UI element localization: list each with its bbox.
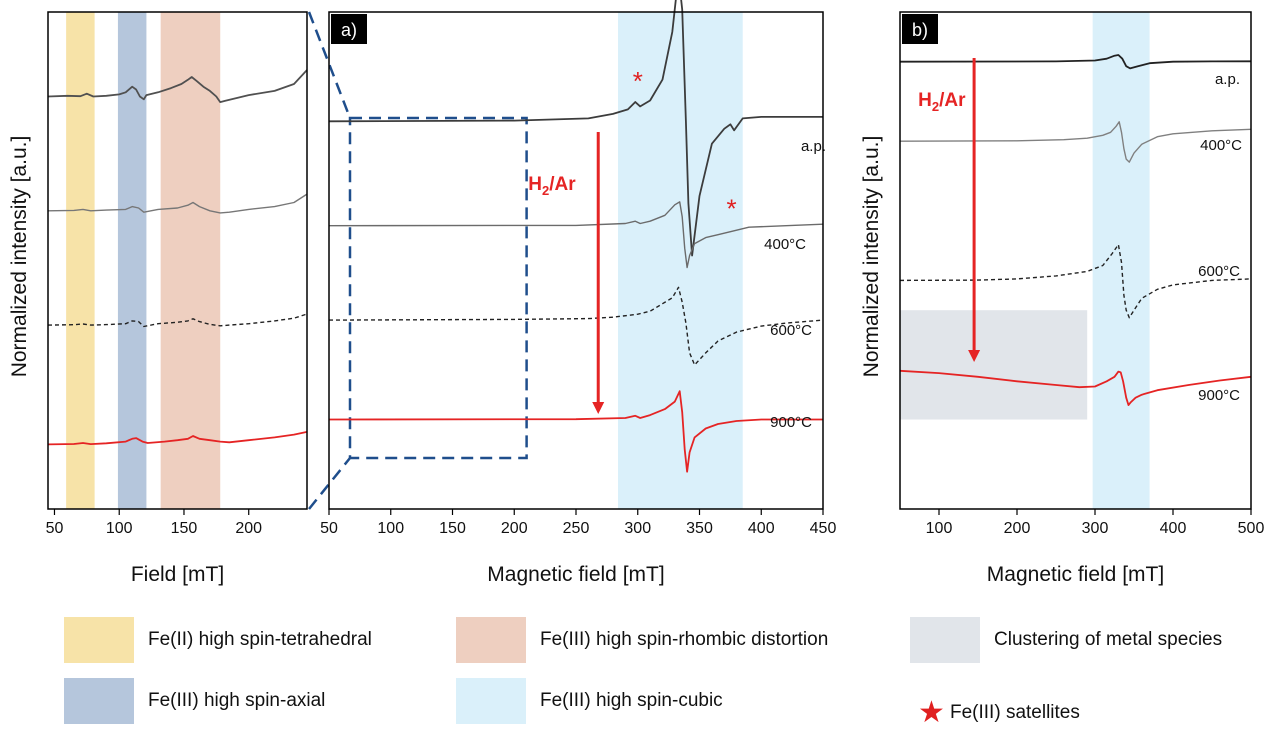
y-axis-label: Normalized intensity [a.u.] (8, 136, 31, 378)
series-line-400-c (328, 201, 824, 269)
series-line-600-c (47, 313, 308, 328)
x-tick-label: 100 (106, 520, 133, 537)
series-line-a-p (328, 0, 823, 257)
legend-label-satellites: Fe(III) satellites (950, 702, 1080, 723)
plot-frame (47, 11, 308, 510)
series-label-900-c: 900°C (770, 414, 812, 431)
x-tick-label: 300 (1082, 520, 1109, 537)
x-tick-label: 150 (171, 520, 198, 537)
x-axis-label: Field [mT] (131, 563, 224, 586)
series-label-400-c: 400°C (764, 236, 806, 253)
x-tick-label: 50 (46, 520, 64, 537)
legend-item-fe3-cubic: Fe(III) high spin-cubic (456, 678, 723, 724)
x-tick-label: 250 (563, 520, 590, 537)
x-tick-label: 150 (439, 520, 466, 537)
legend-swatch-clustering (910, 617, 980, 663)
x-tick-label: 200 (501, 520, 528, 537)
legend-label-fe3-axial: Fe(III) high spin-axial (148, 690, 326, 711)
series-line-900-c (328, 390, 823, 473)
panel-a: a.p. 400°C 600°C 900°C * * H2/Ar 50 100 150 200 250… (307, 0, 837, 586)
star-icon: ★ (918, 696, 945, 729)
x-tick-label: 500 (1238, 520, 1265, 537)
zoom-region-box (348, 116, 528, 460)
plot-frame (328, 11, 824, 510)
x-tick-label: 50 (320, 520, 338, 537)
chart-canvas: 50 100 150 200 Field [mT] Normalized intensit… (8, 0, 1265, 586)
reduction-label: H2/Ar (528, 174, 576, 198)
series-line-900-c (899, 369, 1252, 406)
panel-label: b) (912, 20, 928, 40)
series-line-400-c (899, 121, 1252, 163)
y-axis-label: Normalized intensity [a.u.] (860, 136, 883, 378)
legend-label-clustering: Clustering of metal species (994, 629, 1223, 650)
legend-swatch-fe3-rhombic (456, 617, 526, 663)
series-line-a-p (899, 54, 1252, 70)
series-label-a-p: a.p. (1215, 71, 1240, 88)
band-fe-iii-high-spin-axial (117, 12, 147, 509)
legend-item-satellites: ★ Fe(III) satellites (918, 696, 1080, 729)
panel-b: a.p. 400°C 600°C 900°C H2/Ar 100 200 300 400 500 M… (860, 11, 1265, 586)
series-line-600-c (328, 286, 824, 366)
plot-frame (899, 11, 1252, 510)
reduction-label: H2/Ar (918, 90, 966, 114)
series-line-900-c (47, 431, 308, 446)
panel-label-box (331, 14, 367, 44)
legend-label-fe3-rhombic: Fe(III) high spin-rhombic distortion (540, 629, 829, 650)
x-tick-label: 450 (810, 520, 837, 537)
zoom-connector-bottom (308, 457, 351, 510)
reduction-arrowhead (968, 350, 981, 362)
series-label-a-p: a.p. (801, 138, 826, 155)
legend-label-fe2-tetrahedral: Fe(II) high spin-tetrahedral (148, 629, 372, 650)
series-line-600-c (899, 243, 1252, 319)
legend-item-fe3-rhombic: Fe(III) high spin-rhombic distortion (456, 617, 828, 663)
legend-item-fe3-axial: Fe(III) high spin-axial (64, 678, 325, 724)
satellite-star-icon: * (727, 193, 737, 223)
legend-item-fe2-tetrahedral: Fe(II) high spin-tetrahedral (64, 617, 372, 663)
x-tick-label: 100 (926, 520, 953, 537)
series-label-600-c: 600°C (1198, 263, 1240, 280)
x-tick-label: 100 (377, 520, 404, 537)
satellite-star-icon: * (633, 66, 643, 96)
legend-swatch-fe2-tetrahedral (64, 617, 134, 663)
x-tick-label: 200 (235, 520, 262, 537)
series-label-600-c: 600°C (770, 322, 812, 339)
x-tick-label: 300 (624, 520, 651, 537)
x-axis-label: Magnetic field [mT] (987, 563, 1164, 586)
reduction-arrowhead (592, 402, 605, 414)
band-fe-iii-high-spin-rhombic-distortion (160, 12, 221, 509)
series-line-400-c (47, 193, 308, 214)
band-fe-iii-high-spin-cubic (617, 12, 743, 509)
series-label-400-c: 400°C (1200, 137, 1242, 154)
legend-swatch-fe3-cubic (456, 678, 526, 724)
x-tick-label: 350 (686, 520, 713, 537)
band-fe-ii-high-spin-tetrahedral (66, 12, 95, 509)
x-tick-label: 400 (748, 520, 775, 537)
legend-item-clustering: Clustering of metal species (910, 617, 1222, 663)
x-axis-label: Magnetic field [mT] (487, 563, 664, 586)
x-tick-label: 400 (1160, 520, 1187, 537)
panel-inset: 50 100 150 200 Field [mT] Normalized intensit… (8, 11, 308, 586)
series-label-900-c: 900°C (1198, 387, 1240, 404)
series-line-a-p (47, 69, 308, 103)
panel-label-box (902, 14, 938, 44)
legend-swatch-fe3-axial (64, 678, 134, 724)
panel-label: a) (341, 20, 357, 40)
x-tick-label: 200 (1004, 520, 1031, 537)
legend-label-fe3-cubic: Fe(III) high spin-cubic (540, 690, 723, 711)
band-clustering-of-metal-species (900, 310, 1088, 420)
